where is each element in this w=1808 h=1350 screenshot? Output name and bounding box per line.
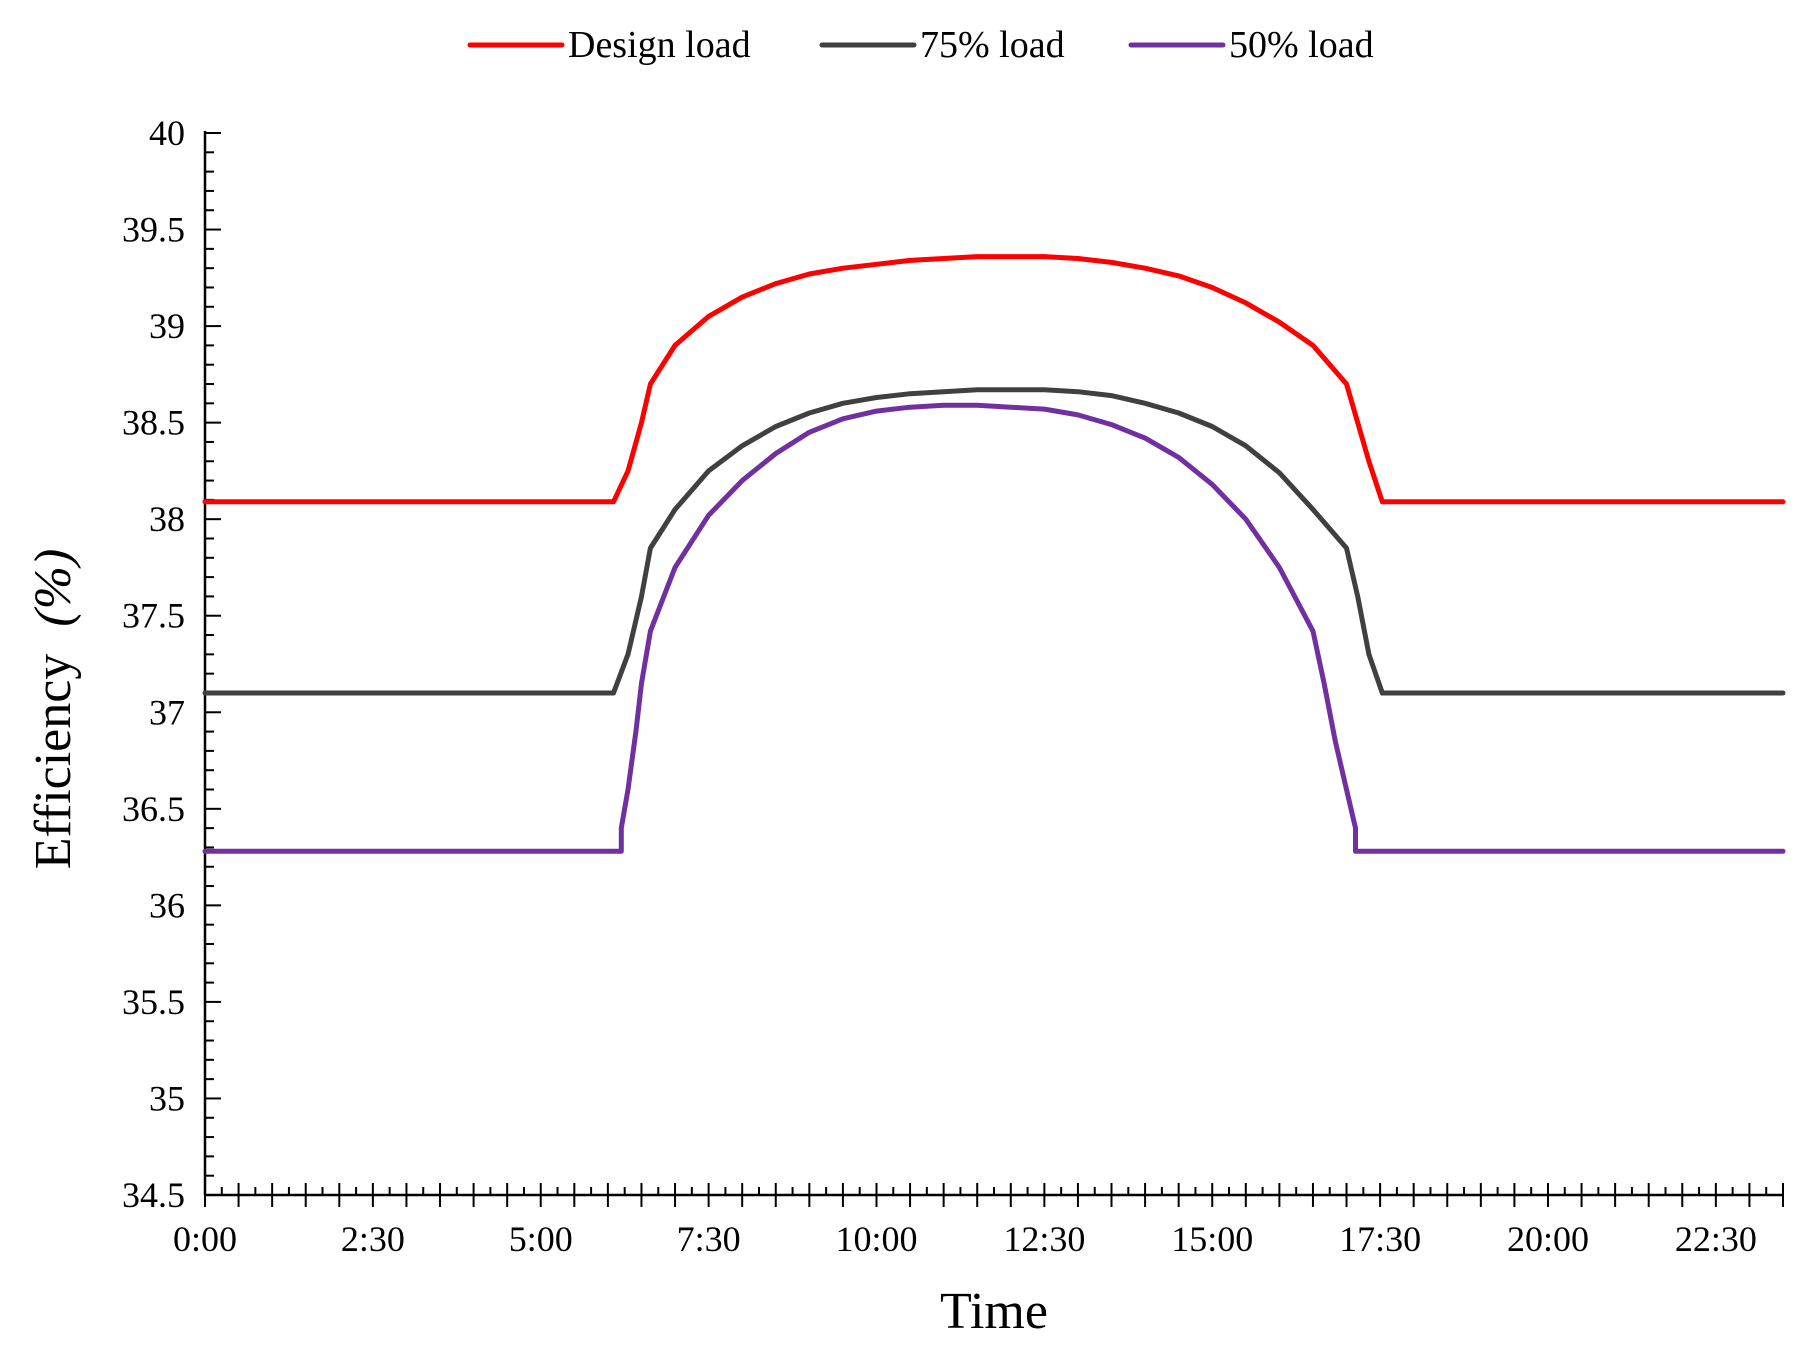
y-tick-label: 40 bbox=[149, 113, 185, 153]
y-tick-label: 39 bbox=[149, 306, 185, 346]
series-line-2 bbox=[202, 387, 1786, 696]
y-axis-title-text: Efficiency bbox=[25, 654, 82, 870]
plot-area: 34.5 35 35.5 36 36.5 37 37.5 38 38.5 39 39.5 40 0:0… bbox=[122, 113, 1786, 1259]
y-axis-title-unit: (%) bbox=[25, 549, 82, 627]
x-tick-label: 17:30 bbox=[1339, 1219, 1421, 1259]
series-line-3 bbox=[202, 402, 1786, 854]
y-tick-label: 38.5 bbox=[122, 403, 185, 443]
y-tick-label: 38 bbox=[149, 499, 185, 539]
legend: Design load 75% load 50% load bbox=[467, 24, 1374, 66]
y-ticks: 34.5 35 35.5 36 36.5 37 37.5 38 38.5 39 39.5 40 bbox=[122, 113, 221, 1215]
x-tick-label: 10:00 bbox=[835, 1219, 917, 1259]
y-tick-label: 37 bbox=[149, 692, 185, 732]
x-tick-label: 0:00 bbox=[173, 1219, 237, 1259]
y-tick-label: 36 bbox=[149, 885, 185, 925]
y-axis-title: Efficiency (%) bbox=[25, 549, 82, 870]
x-tick-label: 22:30 bbox=[1675, 1219, 1757, 1259]
y-tick-label: 37.5 bbox=[122, 596, 185, 636]
legend-label: Design load bbox=[568, 24, 751, 66]
x-tick-label: 20:00 bbox=[1507, 1219, 1589, 1259]
y-tick-label: 39.5 bbox=[122, 210, 185, 250]
x-tick-label: 12:30 bbox=[1003, 1219, 1085, 1259]
x-axis-title: Time bbox=[940, 1283, 1048, 1340]
legend-label: 75% load bbox=[920, 24, 1065, 66]
y-tick-label: 35 bbox=[149, 1078, 185, 1118]
x-tick-label: 2:30 bbox=[341, 1219, 405, 1259]
series-group bbox=[202, 254, 1786, 854]
series-line-1 bbox=[202, 254, 1786, 505]
x-tick-label: 15:00 bbox=[1171, 1219, 1253, 1259]
legend-label: 50% load bbox=[1229, 24, 1374, 66]
x-ticks: 0:00 2:30 5:00 7:30 10:00 12:30 15:00 17:30 20:0… bbox=[173, 1183, 1784, 1259]
y-tick-label: 34.5 bbox=[122, 1175, 185, 1215]
x-tick-label: 7:30 bbox=[677, 1219, 741, 1259]
y-tick-label: 36.5 bbox=[122, 789, 185, 829]
y-tick-label: 35.5 bbox=[122, 982, 185, 1022]
x-tick-label: 5:00 bbox=[509, 1219, 573, 1259]
